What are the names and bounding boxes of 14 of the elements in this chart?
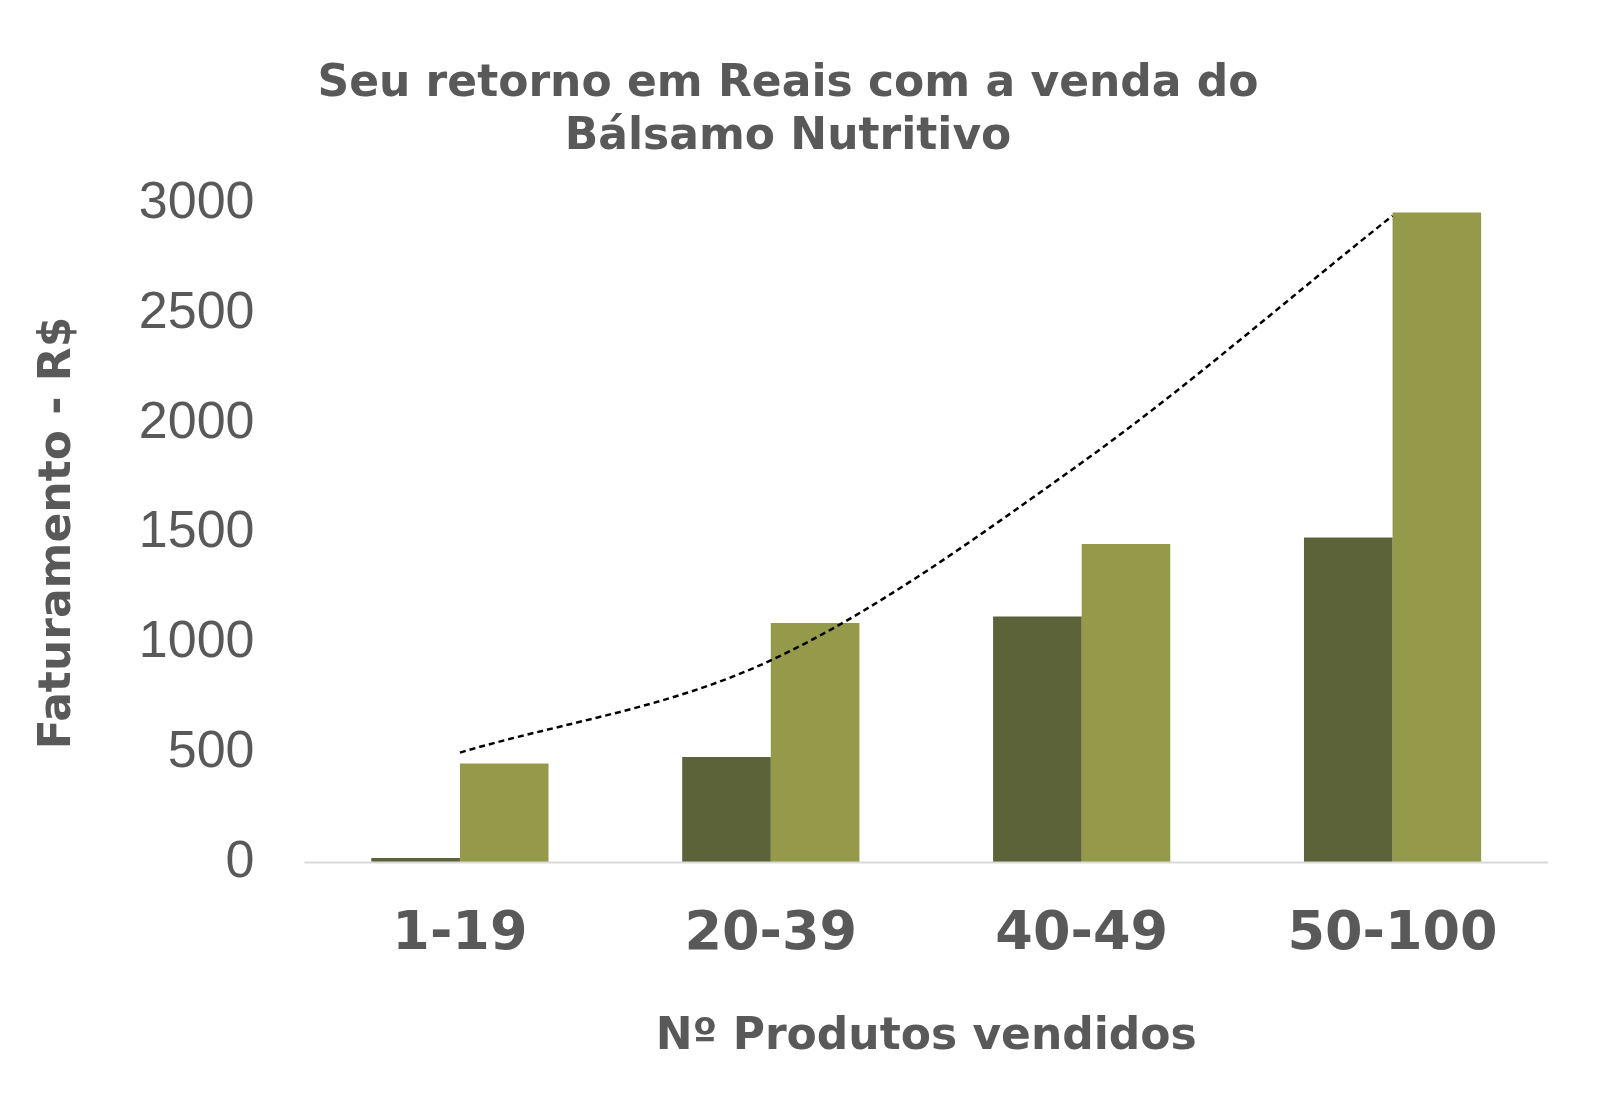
y-tick-label: 2500 [138,280,255,339]
y-tick-label: 0 [225,829,255,888]
x-axis-title: Nº Produtos vendidos [655,1008,1197,1060]
x-tick-label: 40-49 [995,898,1169,962]
chart-title: Seu retorno em Reais com a venda do Bálsamo Nutritivo [317,54,1259,159]
y-axis-title: Faturamento - R$ [28,316,80,750]
y-tick-label: 500 [167,719,255,778]
y-tick-label: 3000 [138,170,255,229]
y-tick-label: 1500 [138,500,255,559]
y-tick-label: 2000 [138,390,255,449]
y-tick-label: 1000 [138,610,255,669]
x-tick-label: 1-19 [392,898,528,962]
x-tick-label: 20-39 [684,898,858,962]
x-tick-label: 50-100 [1287,898,1498,962]
